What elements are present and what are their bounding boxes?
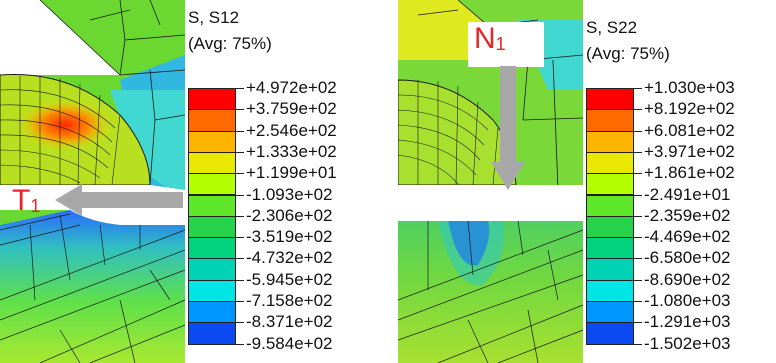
legend-tick [236,258,244,260]
legend-swatch [586,173,634,196]
legend-swatch [586,237,634,260]
legend-tick [236,237,244,239]
right-contour-panel: N1 S, S22 (Avg: 75%) +1.030e+03 +8.192e+0… [398,0,776,363]
legend-tick [634,88,642,89]
legend-value-label: +8.192e+02 [644,99,735,119]
legend-swatch [188,151,236,175]
legend-value-label: -4.732e+02 [246,248,333,268]
legend-swatch [586,109,634,132]
legend-title-left: S, S12 [188,8,240,27]
load-label-n1: N1 [474,22,506,55]
legend-value-label: +4.972e+02 [246,78,337,97]
legend-swatch [586,258,634,281]
right-fe-mesh-plot [398,0,584,363]
legend-tick [634,151,642,153]
legend-value-label: +3.759e+02 [246,99,337,119]
load-label-t1: T1 [12,184,41,217]
legend-tick [634,130,642,132]
legend-value-label: -1.093e+02 [246,184,333,204]
legend-swatch [188,258,236,281]
fine-mesh-lines [0,76,121,186]
legend-swatch [586,130,634,153]
legend-value-label: +1.333e+02 [246,141,337,161]
legend-value-label: -2.491e+01 [644,184,731,204]
legend-subtitle-left: (Avg: 75%) [188,34,272,53]
legend-swatch [188,279,236,302]
legend-swatch [188,173,236,196]
legend-tick [236,130,244,132]
legend-value-label: -8.690e+02 [644,269,731,289]
legend-tick [236,279,244,281]
legend-tick [236,151,244,153]
legend-swatch [586,301,634,324]
load-arrow-t1 [55,184,183,216]
legend-value-label: -1.291e+03 [644,312,731,332]
notch-gap [398,185,583,221]
left-fe-mesh-plot [0,0,186,363]
legend-tick [634,109,642,111]
legend-swatch [188,130,236,153]
legend-tick [634,258,642,260]
stress-zone-cyan [110,90,185,200]
legend-tick [634,194,642,196]
legend-value-label: +1.030e+03 [644,78,735,97]
load-arrow-n1 [491,66,525,190]
legend-swatch [188,88,236,111]
legend-swatch [586,215,634,239]
legend-swatch [586,88,634,111]
load-label-box [468,22,544,67]
legend-tick [634,215,642,217]
legend-value-label: -2.306e+02 [246,205,333,225]
legend-value-label: +6.081e+02 [644,120,735,140]
legend-swatch [188,109,236,132]
legend-value-label: -5.945e+02 [246,269,333,289]
legend-swatch [188,301,236,324]
fine-mesh-lines [398,80,499,186]
legend-value-label: -1.080e+03 [644,291,731,310]
legend-value-label: -6.580e+02 [644,248,731,268]
legend-tick [236,343,244,345]
legend-tick [236,88,244,89]
legend-value-label: +3.971e+02 [644,141,735,161]
background-wedge [0,0,120,75]
legend-tick [236,194,244,196]
legend-tick [634,343,642,345]
legend-value-label: -7.158e+02 [246,291,333,310]
legend-tick [634,301,642,302]
legend-value-label: +1.199e+01 [246,163,337,183]
legend-swatch [586,194,634,217]
lower-plate [0,210,185,363]
left-contour-panel: T1 S, S12 (Avg: 75%) +4.972e+02 +3.759e+0… [0,0,337,363]
legend-tick [634,322,642,324]
legend-value-label: -2.359e+02 [644,205,731,225]
lower-plate [398,221,583,363]
legend-tick [236,301,244,302]
legend-value-label: -9.584e+02 [246,333,333,353]
legend-swatch [188,322,236,345]
legend-tick [634,279,642,281]
legend-value-label: -1.502e+03 [644,333,731,353]
legend-title-right: S, S22 [586,18,638,37]
legend-value-label: -8.371e+02 [246,312,333,332]
legend-swatch [188,237,236,260]
legend-tick [236,322,244,324]
legend-tick [634,237,642,239]
legend-swatch [188,215,236,239]
legend-tick [236,215,244,217]
legend-tick [236,109,244,111]
coarse-mesh-lower [0,213,186,363]
legend-value-label: -4.469e+02 [644,227,731,247]
legend-tick [634,173,642,175]
legend-swatch [586,151,634,175]
legend-swatch [586,279,634,302]
legend-tick [236,173,244,175]
coarse-mesh-upper [39,0,186,186]
legend-value-label: -3.519e+02 [246,227,333,247]
legend-value-label: +1.861e+02 [644,163,735,183]
legend-swatch [188,194,236,217]
coarse-mesh-lower [398,220,584,363]
legend-subtitle-right: (Avg: 75%) [586,44,670,63]
legend-swatch [586,322,634,345]
legend-value-label: +2.546e+02 [246,120,337,140]
